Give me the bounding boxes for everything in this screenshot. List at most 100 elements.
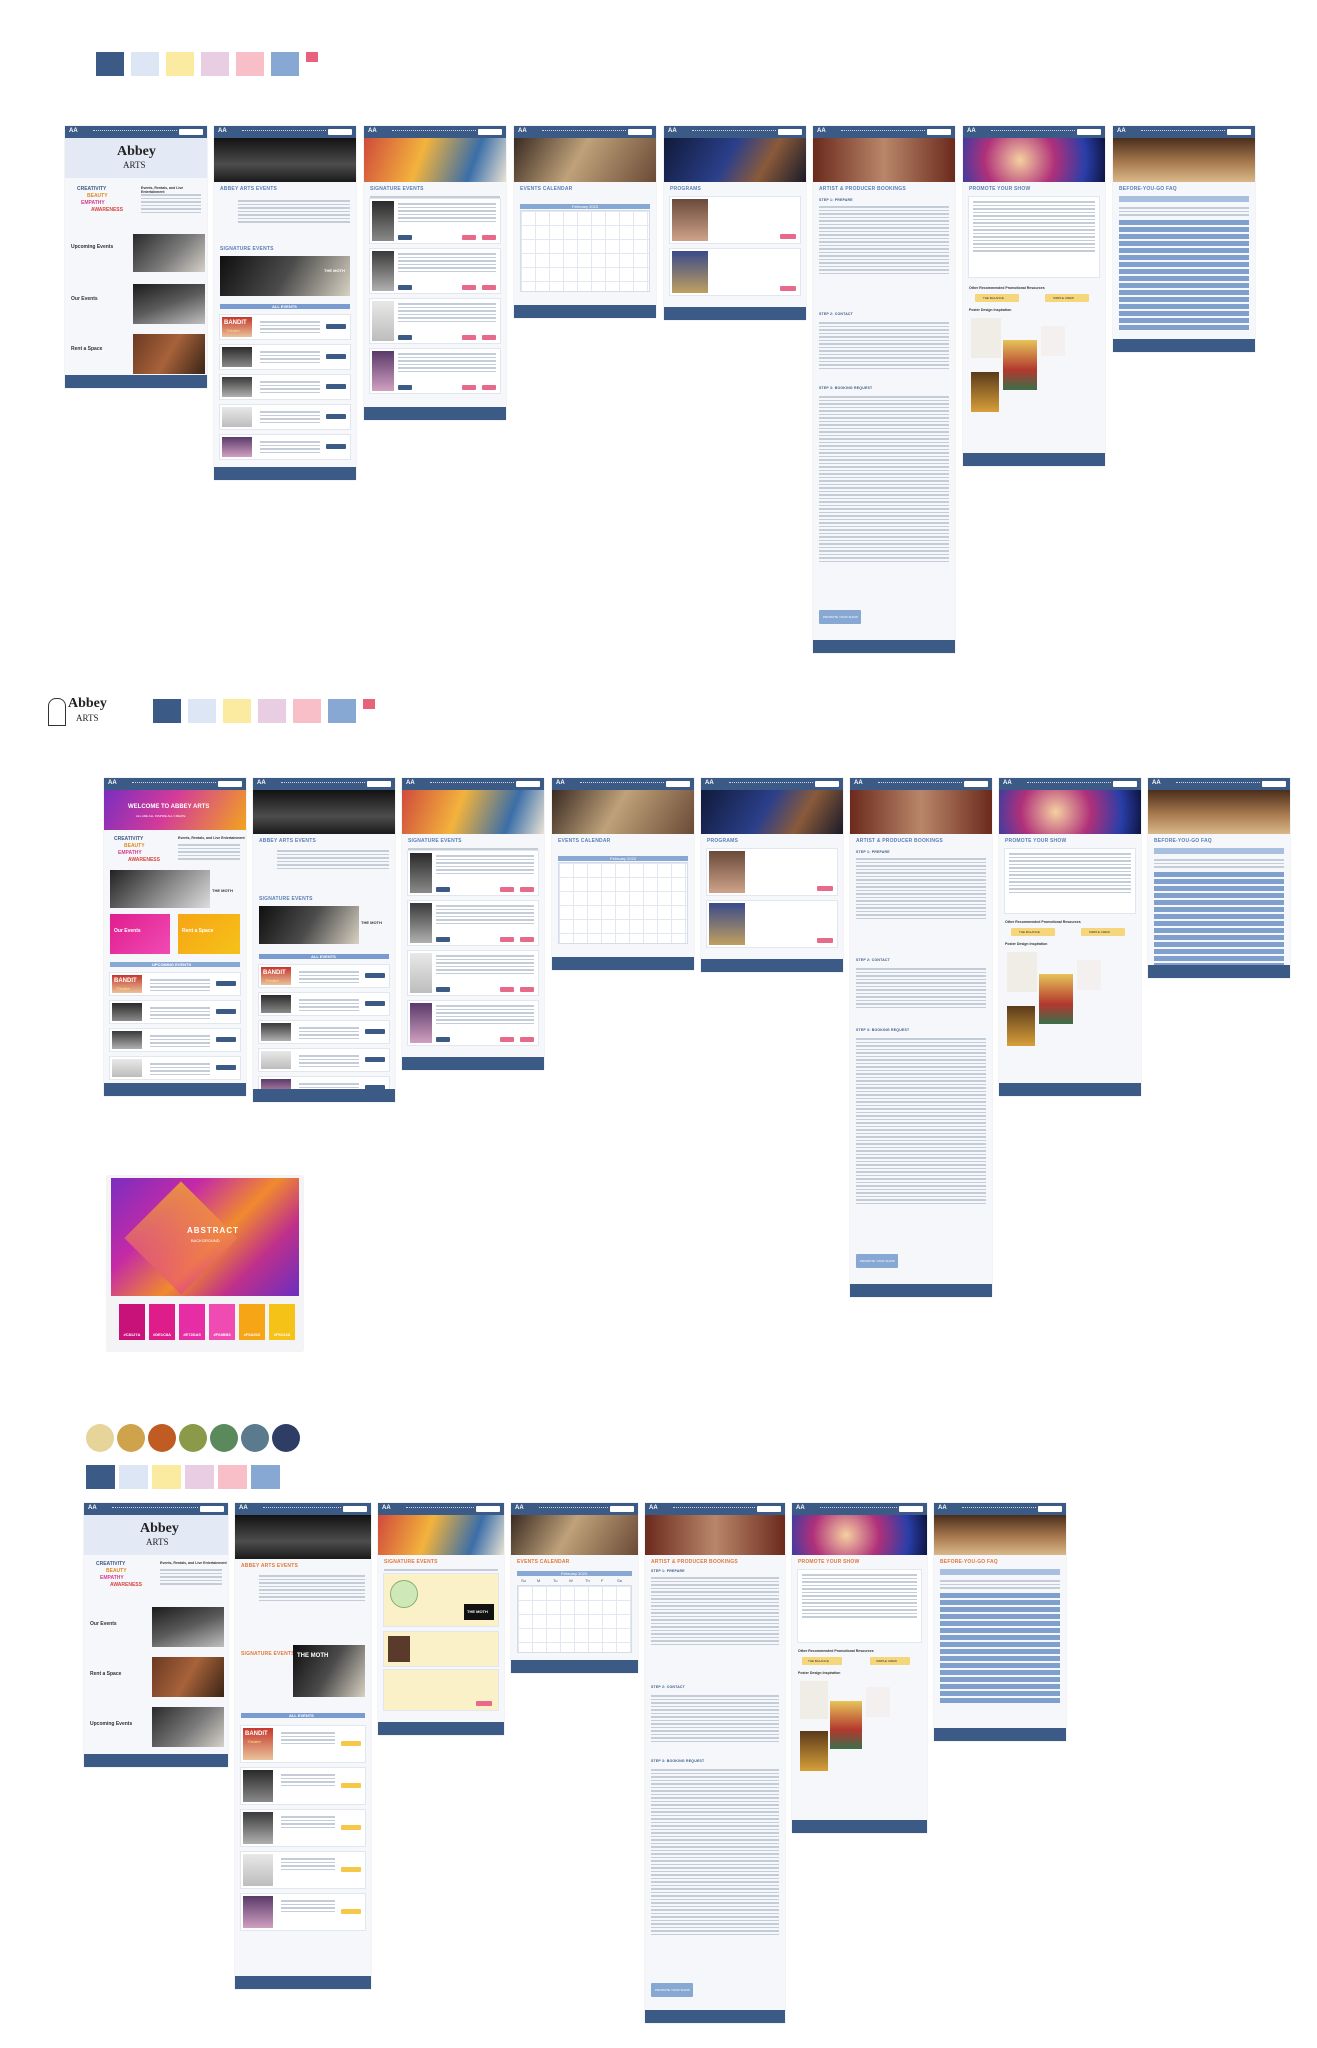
faq-question-item[interactable] — [940, 1677, 1060, 1682]
search-input[interactable] — [927, 129, 951, 135]
nav-logo[interactable]: AA — [257, 780, 266, 786]
event-button[interactable] — [482, 235, 496, 240]
faq-question-item[interactable] — [940, 1642, 1060, 1647]
nav-logo[interactable]: AA — [108, 780, 117, 786]
get-tickets-button[interactable] — [341, 1909, 361, 1914]
search-input[interactable] — [516, 781, 540, 787]
program-card[interactable] — [706, 900, 838, 948]
event-button[interactable] — [462, 235, 476, 240]
nav-logo[interactable]: AA — [967, 128, 976, 134]
promote-your-show-button[interactable]: PROMOTE YOUR SHOW — [651, 1983, 693, 1997]
event-row[interactable] — [219, 344, 351, 370]
signature-event-card[interactable] — [369, 348, 501, 394]
get-tickets-button[interactable] — [365, 1001, 385, 1006]
search-input[interactable] — [628, 129, 652, 135]
rent-a-space-tile[interactable]: Rent a Space — [178, 914, 240, 954]
event-row[interactable] — [240, 1893, 366, 1931]
faq-question-item[interactable] — [940, 1628, 1060, 1633]
search-input[interactable] — [1113, 781, 1137, 787]
faq-question-item[interactable] — [940, 1635, 1060, 1640]
get-tickets-button[interactable] — [365, 1029, 385, 1034]
faq-question-item[interactable] — [1119, 276, 1249, 281]
faq-question-item[interactable] — [940, 1614, 1060, 1619]
signature-event-card[interactable] — [407, 850, 539, 896]
faq-question-item[interactable] — [1119, 325, 1249, 330]
faq-question-item[interactable] — [940, 1656, 1060, 1661]
faq-question-item[interactable] — [1119, 262, 1249, 267]
faq-question-item[interactable] — [1154, 942, 1284, 947]
event-button[interactable] — [436, 1037, 450, 1042]
search-input[interactable] — [328, 129, 352, 135]
faq-question-item[interactable] — [1154, 935, 1284, 940]
event-button[interactable] — [520, 1037, 534, 1042]
event-button[interactable] — [462, 285, 476, 290]
signature-event-card[interactable] — [369, 298, 501, 344]
search-input[interactable] — [610, 1506, 634, 1512]
nav-logo[interactable]: AA — [239, 1505, 248, 1511]
search-input[interactable] — [478, 129, 502, 135]
get-tickets-button[interactable] — [365, 1085, 385, 1090]
faq-question-item[interactable] — [940, 1698, 1060, 1703]
faq-question-item[interactable] — [940, 1670, 1060, 1675]
event-row[interactable] — [240, 1767, 366, 1805]
faq-question-item[interactable] — [1119, 269, 1249, 274]
calendar-grid[interactable] — [517, 1585, 632, 1653]
event-button[interactable] — [462, 335, 476, 340]
search-input[interactable] — [1038, 1506, 1062, 1512]
nav-logo[interactable]: AA — [1152, 780, 1161, 786]
nav-logo[interactable]: AA — [368, 128, 377, 134]
event-button[interactable] — [398, 285, 412, 290]
program-card[interactable] — [669, 248, 801, 296]
nav-logo[interactable]: AA — [556, 780, 565, 786]
get-tickets-button[interactable] — [216, 1037, 236, 1042]
search-input[interactable] — [1227, 129, 1251, 135]
signature-event-card[interactable] — [407, 950, 539, 996]
get-tickets-button[interactable] — [326, 444, 346, 449]
event-button[interactable] — [520, 937, 534, 942]
event-button[interactable] — [398, 335, 412, 340]
program-button[interactable] — [817, 938, 833, 943]
faq-question-item[interactable] — [1119, 248, 1249, 253]
search-input[interactable] — [476, 1506, 500, 1512]
program-button[interactable] — [780, 234, 796, 239]
faq-question-item[interactable] — [940, 1691, 1060, 1696]
search-input[interactable] — [343, 1506, 367, 1512]
search-input[interactable] — [1262, 781, 1286, 787]
faq-question-item[interactable] — [1154, 886, 1284, 891]
simple-crew-button[interactable]: SIMPLE CREW — [1045, 294, 1089, 302]
get-tickets-button[interactable] — [341, 1783, 361, 1788]
nav-logo[interactable]: AA — [854, 780, 863, 786]
program-card[interactable] — [706, 848, 838, 896]
get-tickets-button[interactable] — [365, 1057, 385, 1062]
faq-question-item[interactable] — [1154, 956, 1284, 961]
search-input[interactable] — [200, 1506, 224, 1512]
signature-event-card[interactable] — [383, 1669, 499, 1711]
nav-logo[interactable]: AA — [382, 1505, 391, 1511]
get-tickets-button[interactable] — [326, 414, 346, 419]
signature-event-card[interactable] — [407, 900, 539, 946]
event-button[interactable] — [436, 887, 450, 892]
nav-logo[interactable]: AA — [88, 1505, 97, 1511]
event-button[interactable] — [500, 1037, 514, 1042]
event-row[interactable]: BANDIT Theatre — [219, 314, 351, 340]
program-button[interactable] — [817, 886, 833, 891]
search-input[interactable] — [666, 781, 690, 787]
faq-question-item[interactable] — [940, 1607, 1060, 1612]
faq-question-item[interactable] — [1119, 227, 1249, 232]
get-tickets-button[interactable] — [216, 1009, 236, 1014]
faq-question-item[interactable] — [1119, 241, 1249, 246]
the-balance-button[interactable]: THE BALANCE — [1011, 928, 1055, 936]
signature-event-card[interactable] — [383, 1631, 499, 1667]
event-row[interactable]: BANDIT Theatre — [240, 1725, 366, 1763]
event-row[interactable] — [240, 1809, 366, 1847]
get-tickets-button[interactable] — [341, 1825, 361, 1830]
search-input[interactable] — [367, 781, 391, 787]
faq-question-item[interactable] — [1154, 900, 1284, 905]
search-input[interactable] — [778, 129, 802, 135]
signature-event-card[interactable] — [369, 198, 501, 244]
simple-crew-button[interactable]: SIMPLE CREW — [1081, 928, 1125, 936]
calendar-grid[interactable] — [558, 862, 688, 944]
search-input[interactable] — [179, 129, 203, 135]
get-tickets-button[interactable] — [365, 973, 385, 978]
program-card[interactable] — [669, 196, 801, 244]
